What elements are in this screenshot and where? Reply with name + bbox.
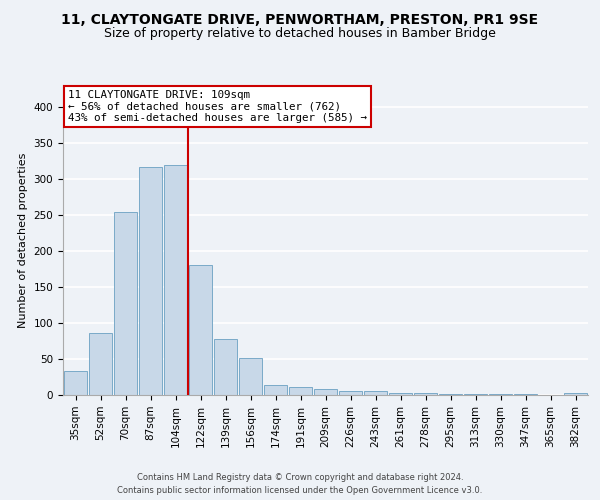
Bar <box>364 392 387 395</box>
Bar <box>514 394 537 395</box>
Bar <box>214 339 237 395</box>
Bar <box>439 394 462 395</box>
Bar <box>164 165 187 395</box>
Bar <box>414 393 437 395</box>
Bar <box>114 212 137 395</box>
Bar <box>464 394 487 395</box>
Text: Contains HM Land Registry data © Crown copyright and database right 2024.: Contains HM Land Registry data © Crown c… <box>137 472 463 482</box>
Bar <box>239 358 262 395</box>
Bar <box>289 387 312 395</box>
Bar <box>314 388 337 395</box>
Text: 11, CLAYTONGATE DRIVE, PENWORTHAM, PRESTON, PR1 9SE: 11, CLAYTONGATE DRIVE, PENWORTHAM, PREST… <box>61 12 539 26</box>
Text: Size of property relative to detached houses in Bamber Bridge: Size of property relative to detached ho… <box>104 28 496 40</box>
Bar <box>489 394 512 395</box>
Y-axis label: Number of detached properties: Number of detached properties <box>18 152 28 328</box>
Bar <box>339 390 362 395</box>
Bar <box>89 333 112 395</box>
Text: Contains public sector information licensed under the Open Government Licence v3: Contains public sector information licen… <box>118 486 482 495</box>
Bar <box>564 393 587 395</box>
Text: 11 CLAYTONGATE DRIVE: 109sqm
← 56% of detached houses are smaller (762)
43% of s: 11 CLAYTONGATE DRIVE: 109sqm ← 56% of de… <box>68 90 367 123</box>
Bar <box>189 264 212 395</box>
Bar <box>389 393 412 395</box>
Bar <box>264 385 287 395</box>
Bar <box>64 371 87 395</box>
Bar <box>139 167 162 395</box>
